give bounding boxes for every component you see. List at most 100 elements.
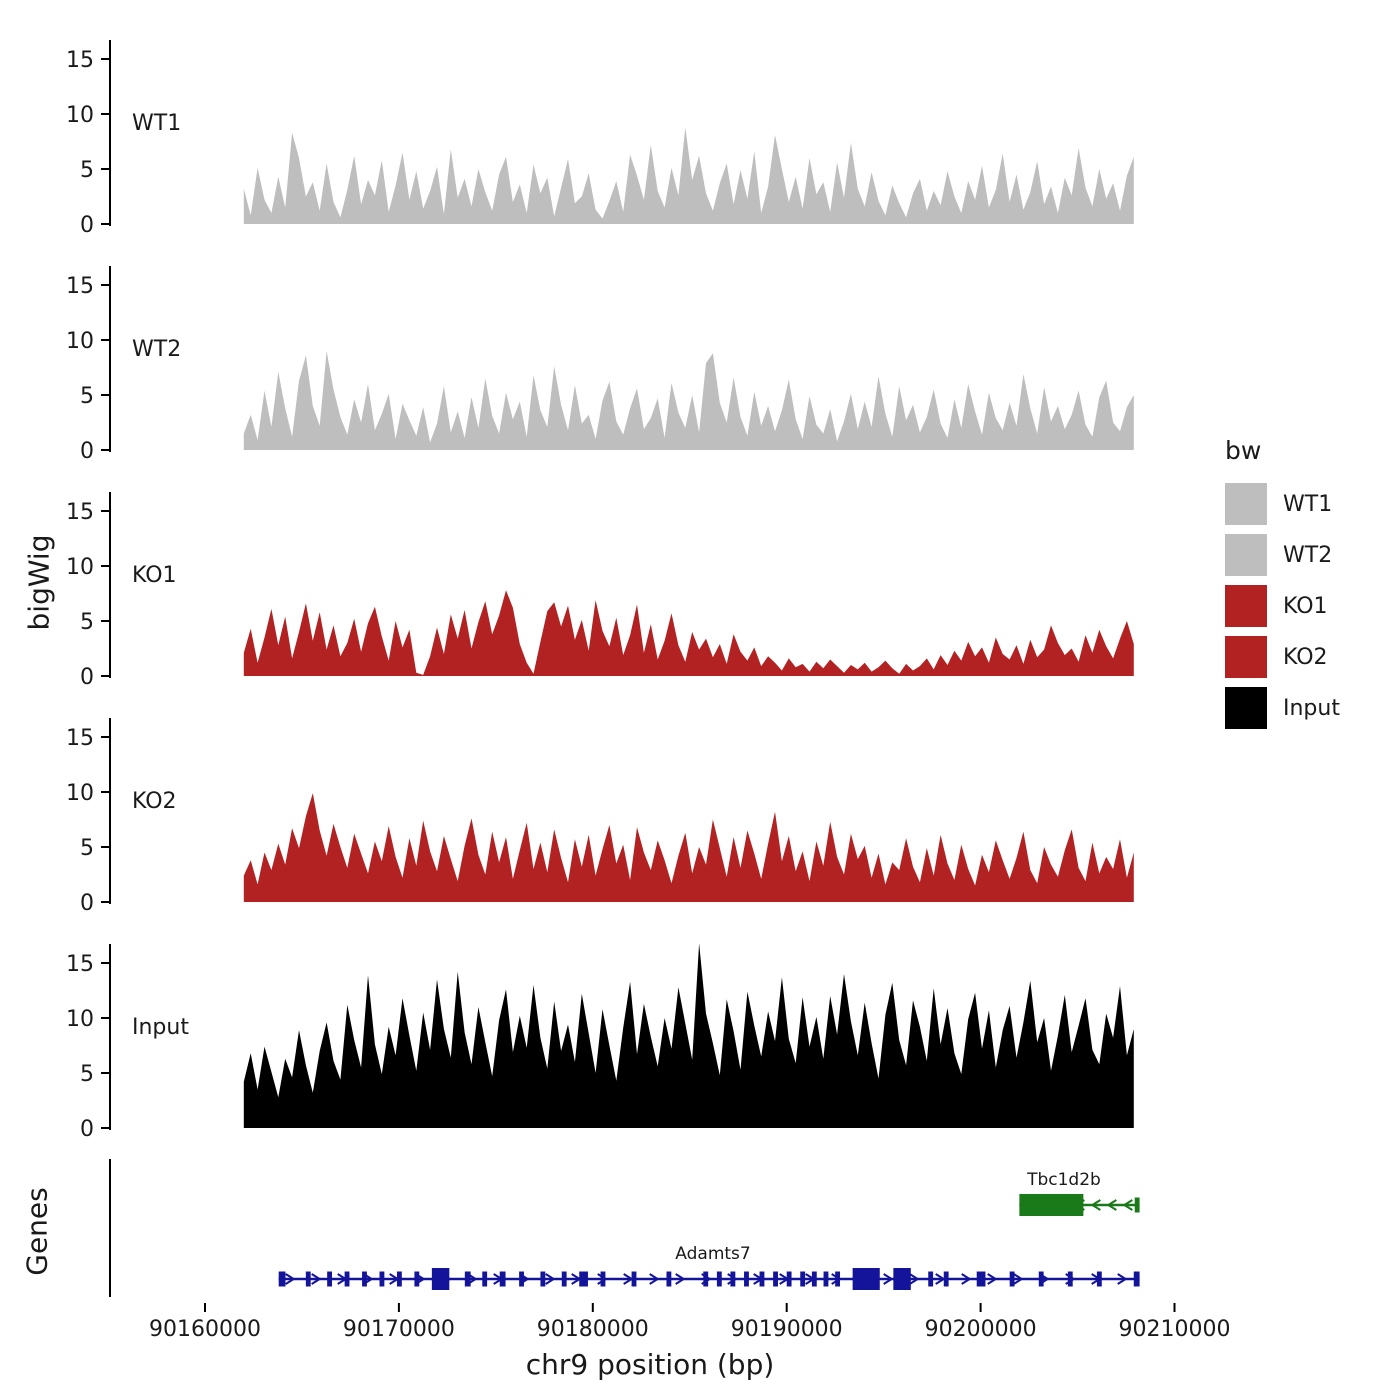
gene-exon xyxy=(305,1271,311,1287)
strand-arrow xyxy=(649,1273,660,1285)
gene-exon xyxy=(414,1271,420,1287)
facet-label: Input xyxy=(132,1015,189,1040)
gene-exon xyxy=(1133,1271,1140,1287)
legend-item-wt2: WT2 xyxy=(1225,534,1340,576)
gene-exon xyxy=(852,1268,880,1290)
y-tick-label: 15 xyxy=(66,726,94,751)
facet-label: WT1 xyxy=(132,111,181,136)
gene-exon xyxy=(823,1271,829,1287)
gene-exon xyxy=(744,1271,749,1287)
panel-input: 0 5 10 15 Input xyxy=(66,943,1134,1142)
strand-arrow xyxy=(1013,1273,1024,1285)
legend-label: WT2 xyxy=(1283,542,1333,568)
strand-arrow xyxy=(935,1273,946,1285)
gene-exon xyxy=(631,1271,637,1287)
legend-title: bw xyxy=(1225,436,1262,465)
legend-label: Input xyxy=(1283,695,1340,721)
legend-item-wt1: WT1 xyxy=(1225,483,1340,525)
facet-label: KO2 xyxy=(132,789,177,814)
strand-arrow xyxy=(909,1273,920,1285)
gene-exon xyxy=(396,1271,402,1287)
gene-exon xyxy=(431,1268,450,1290)
panel-genes: Tbc1d2b Adamts7 xyxy=(109,1159,1140,1297)
x-axis-label: chr9 position (bp) xyxy=(525,1348,775,1381)
gene-exon xyxy=(379,1271,385,1287)
legend-swatch-ko2 xyxy=(1225,636,1267,678)
strand-arrow xyxy=(545,1273,556,1285)
y-tick-label: 10 xyxy=(66,555,94,580)
x-tick-label: 90160000 xyxy=(149,1317,261,1342)
legend-swatch-ko1 xyxy=(1225,585,1267,627)
signal-area-ko2 xyxy=(243,793,1134,902)
strand-arrow xyxy=(285,1273,296,1285)
strand-arrow xyxy=(597,1273,608,1285)
signal-area-wt2 xyxy=(243,351,1134,450)
gene-exon xyxy=(703,1271,709,1287)
strand-arrow xyxy=(1122,1199,1133,1211)
gene-exon xyxy=(716,1271,722,1287)
strand-arrow xyxy=(1106,1199,1117,1211)
gene-exon xyxy=(464,1271,471,1287)
legend-swatch-wt1 xyxy=(1225,483,1267,525)
strand-arrow xyxy=(961,1273,972,1285)
y-tick-label: 0 xyxy=(80,665,94,690)
gene-exon xyxy=(976,1271,986,1287)
gene-exon xyxy=(835,1271,841,1287)
gene-exon xyxy=(362,1271,367,1287)
gene-exon xyxy=(800,1271,806,1287)
gene-exon xyxy=(1096,1271,1102,1287)
panel-ko2: 0 5 10 15 KO2 xyxy=(66,718,1134,916)
panel-wt1: 0 5 10 15 WT1 xyxy=(66,40,1134,238)
gene-exon xyxy=(1134,1197,1140,1213)
gene-exon xyxy=(540,1271,546,1287)
gene-exon xyxy=(1019,1194,1084,1216)
y-tick-label: 5 xyxy=(80,836,94,861)
panel-ko1: 0 5 10 15 KO1 xyxy=(66,492,1134,690)
signal-area-wt1 xyxy=(243,127,1134,224)
y-tick-label: 0 xyxy=(80,213,94,238)
legend-label: KO2 xyxy=(1283,644,1328,670)
legend-items: WT1 WT2 KO1 KO2 Input xyxy=(1225,483,1340,729)
y-tick-label: 0 xyxy=(80,439,94,464)
legend-swatch-input xyxy=(1225,687,1267,729)
legend-swatch-wt2 xyxy=(1225,534,1267,576)
strand-arrow xyxy=(1117,1273,1128,1285)
gene-exon xyxy=(928,1271,934,1287)
strand-arrow xyxy=(1090,1199,1101,1211)
signal-area-input xyxy=(243,943,1134,1128)
panel-wt2: 0 5 10 15 WT2 xyxy=(66,266,1134,464)
legend-label: WT1 xyxy=(1283,491,1333,517)
facet-label: WT2 xyxy=(132,337,181,362)
y-tick-label: 10 xyxy=(66,1007,94,1032)
x-tick-label: 90200000 xyxy=(925,1317,1037,1342)
y-tick-label: 5 xyxy=(80,1062,94,1087)
gene-exon xyxy=(1038,1271,1044,1287)
gene-exon xyxy=(344,1271,350,1287)
y-tick-label: 0 xyxy=(80,1117,94,1142)
y-tick-label: 5 xyxy=(80,610,94,635)
legend-item-input: Input xyxy=(1225,687,1340,729)
legend-item-ko1: KO1 xyxy=(1225,585,1340,627)
gene-exon xyxy=(482,1271,488,1287)
gene-exon xyxy=(1009,1271,1015,1287)
gene-exon xyxy=(327,1271,333,1287)
y-tick-label: 0 xyxy=(80,891,94,916)
strand-arrow xyxy=(727,1273,738,1285)
gene-exon xyxy=(943,1271,949,1287)
gene-label-tbc1d2b: Tbc1d2b xyxy=(1026,1170,1101,1190)
gene-exon xyxy=(666,1271,672,1287)
x-tick-label: 90170000 xyxy=(343,1317,455,1342)
gene-exon xyxy=(773,1271,778,1287)
gene-exon xyxy=(893,1268,911,1290)
y-tick-label: 15 xyxy=(66,48,94,73)
gene-exon xyxy=(811,1271,817,1287)
gene-exon xyxy=(759,1271,765,1287)
gene-exon xyxy=(561,1271,567,1287)
x-tick-label: 90190000 xyxy=(731,1317,843,1342)
gene-label-adamts7: Adamts7 xyxy=(675,1244,750,1264)
y-tick-label: 5 xyxy=(80,158,94,183)
gene-exon xyxy=(579,1271,588,1287)
gene-exon xyxy=(786,1271,792,1287)
legend: bw WT1 WT2 KO1 KO2 Input xyxy=(1225,436,1340,738)
y-tick-label: 15 xyxy=(66,500,94,525)
